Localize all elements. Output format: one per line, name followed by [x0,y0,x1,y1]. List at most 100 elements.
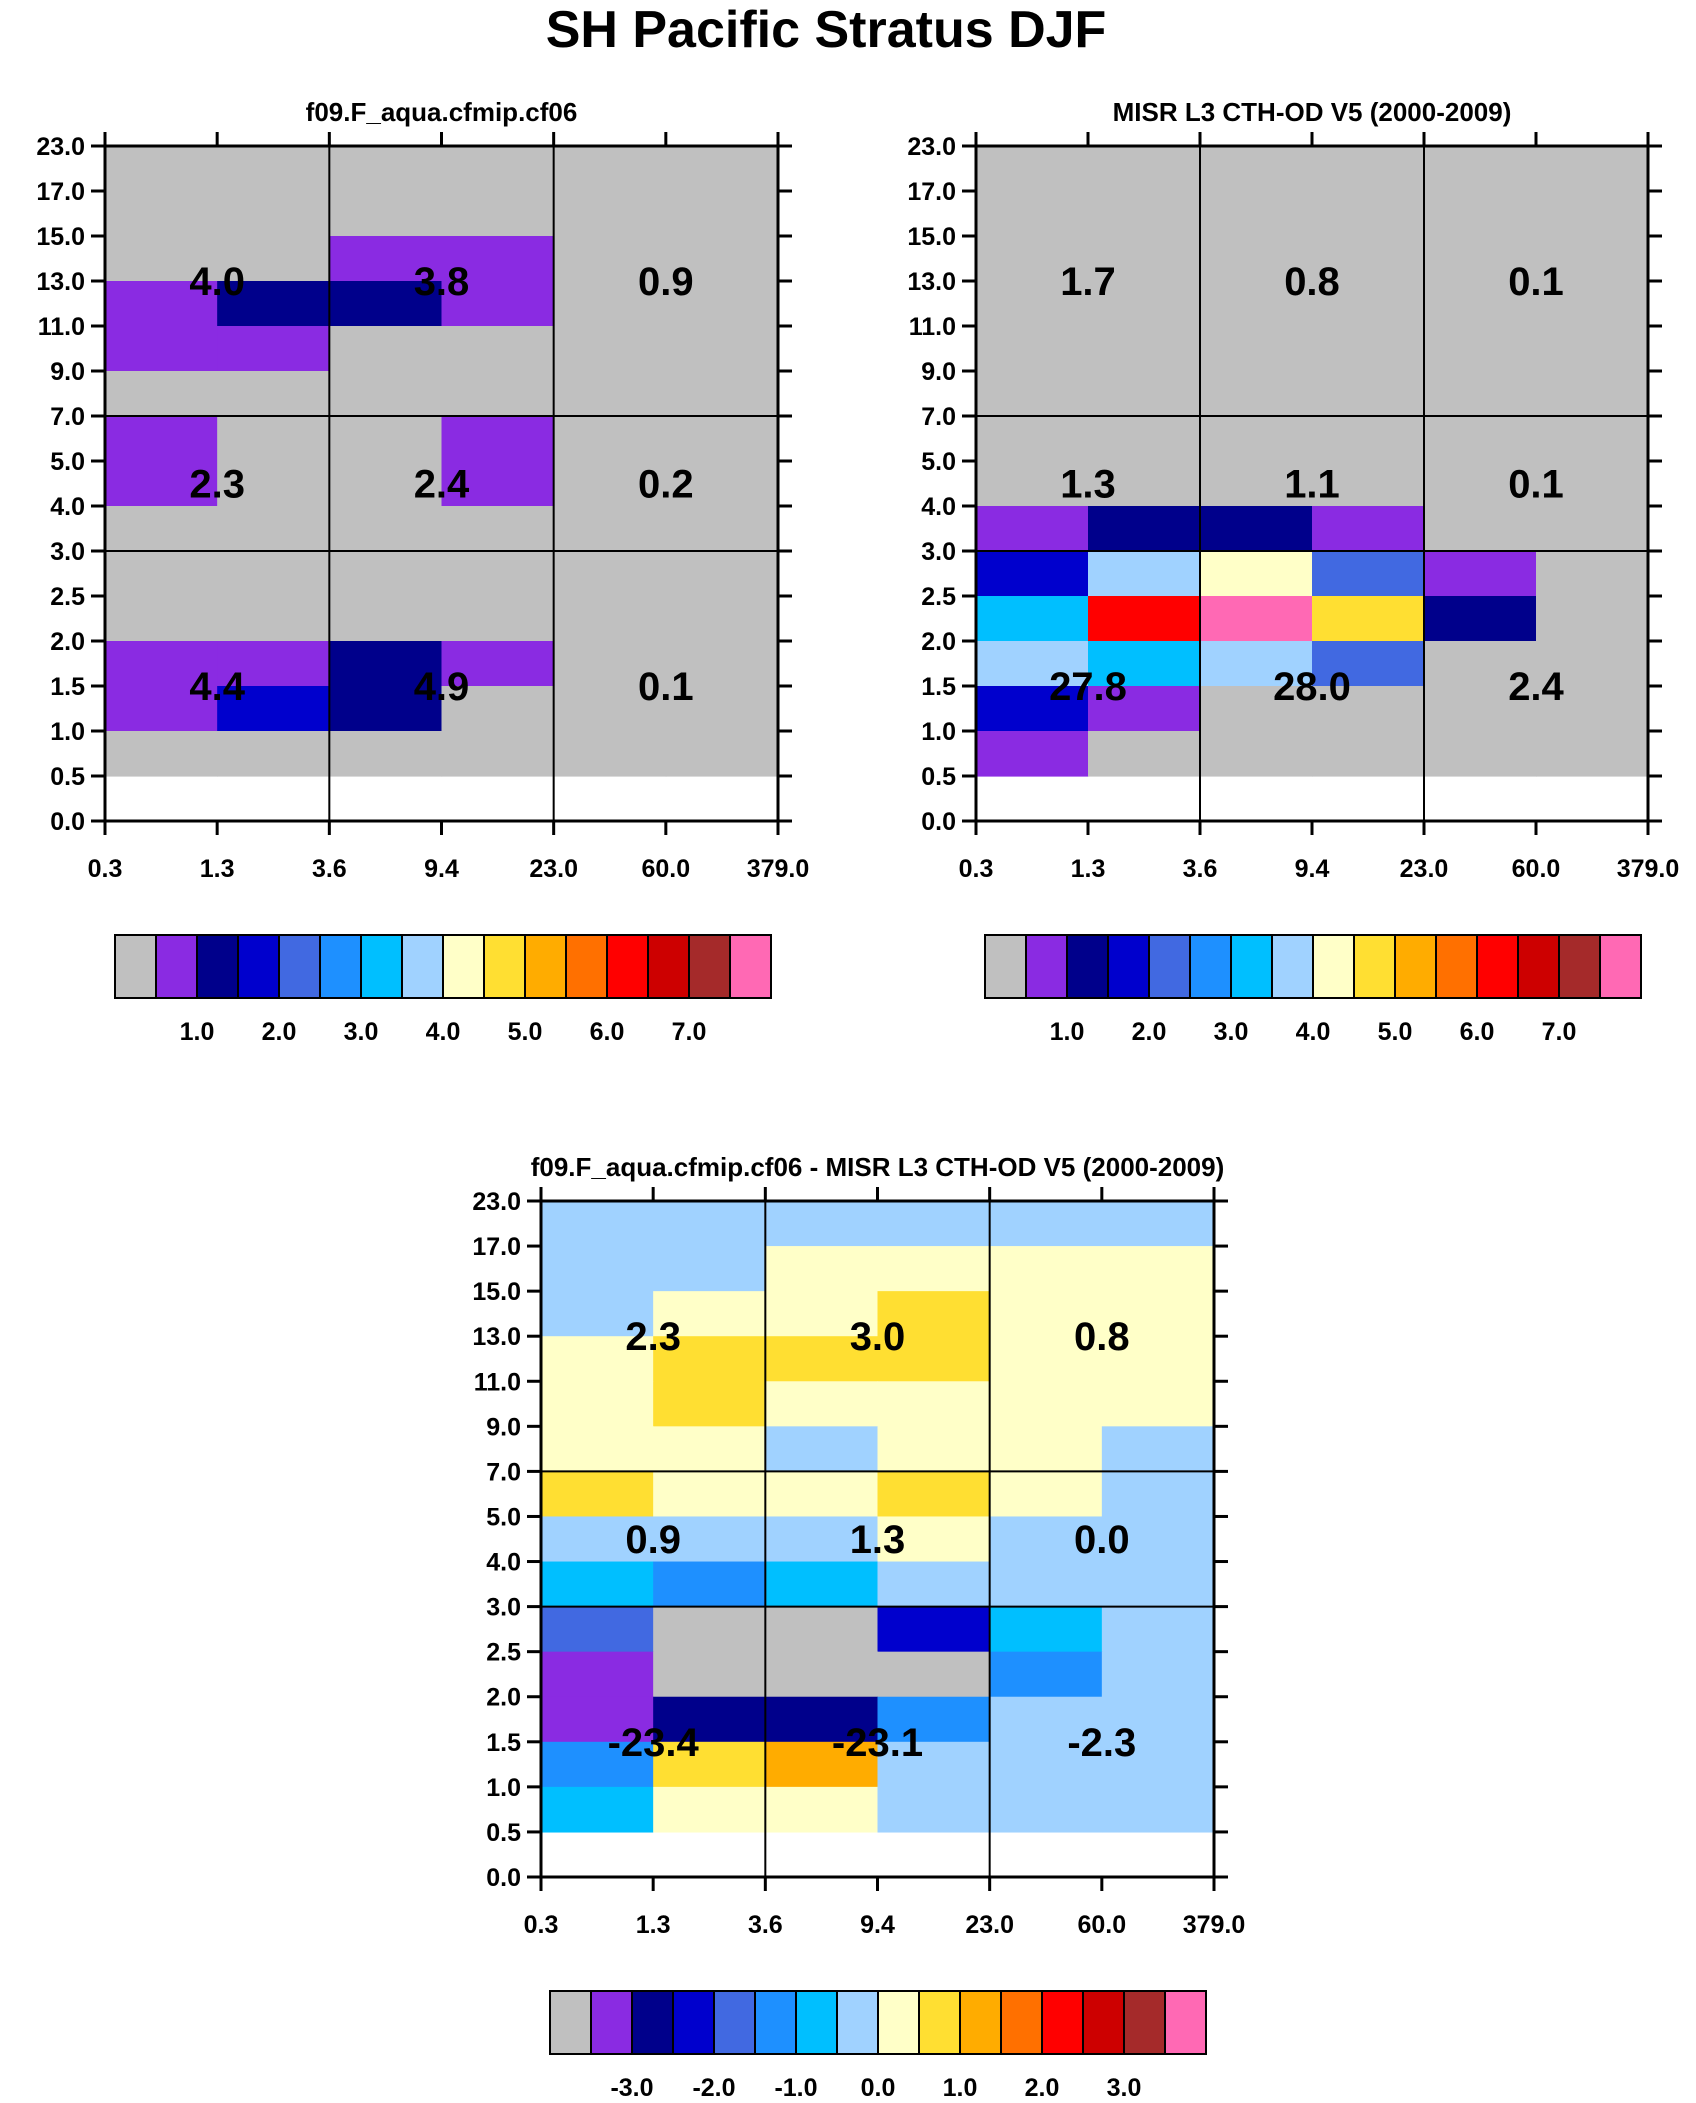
heatmap-cell [765,1246,879,1292]
heatmap-cell [1200,281,1313,327]
heatmap-cell [105,461,218,507]
y-tick-label: 11.0 [474,1368,521,1396]
heatmap-cell [1101,1201,1215,1247]
heatmap-cell [1200,731,1313,777]
heatmap-cell [653,1471,766,1518]
heatmap-cell [665,506,779,552]
colorbar-label: 1.0 [180,1018,215,1046]
colorbar-label: -2.0 [692,2074,735,2102]
heatmap-cell [1200,146,1313,192]
x-tick-label: 60.0 [1077,1911,1126,1939]
heatmap-cell [1088,416,1201,462]
heatmap-cell [217,326,330,372]
group-total-label: 0.9 [638,260,694,304]
colorbar-swatch [1435,934,1478,999]
heatmap-cell [1312,731,1425,777]
y-tick-label: 0.0 [486,1864,521,1892]
heatmap-cell [653,1606,766,1653]
group-total-label: 0.0 [1074,1518,1130,1562]
colorbar: 1.0 2.0 3.0 4.0 5.0 6.0 7.0 [984,934,1642,1046]
heatmap-cell [541,1651,654,1698]
heatmap-cell [553,281,667,327]
heatmap-cell [1536,506,1649,552]
heatmap-cell [329,641,443,687]
colorbar-swatch [754,1990,797,2055]
heatmap-cell [541,1426,654,1472]
heatmap-cell [1101,1246,1215,1292]
colorbar-swatch [1189,934,1232,999]
y-tick-label: 0.5 [921,763,956,791]
heatmap-cell [1424,191,1537,237]
heatmap-cells [105,146,779,777]
heatmap-cell [1200,506,1313,552]
heatmap-cell [877,1741,991,1788]
heatmap-cell [1536,641,1649,687]
heatmap-cell [765,1516,879,1563]
heatmap-cell [441,416,555,462]
colorbar-swatch [1599,934,1642,999]
heatmap-cell [217,191,330,237]
colorbar-swatch [1066,934,1109,999]
heatmap-cell [553,326,667,372]
heatmap-cell [1424,731,1537,777]
colorbar-swatch [590,1990,633,2055]
x-tick-label: 60.0 [1512,855,1561,883]
heatmap-cells [541,1201,1215,1833]
heatmap-cell [217,371,330,417]
group-total-label: 28.0 [1273,665,1351,709]
colorbar-swatch [1312,934,1355,999]
colorbar-swatch [483,934,526,999]
heatmap-cell [553,236,667,282]
y-tick-label: 9.0 [50,358,85,386]
heatmap-cell [653,1516,766,1563]
colorbar-swatch [319,934,362,999]
heatmap-cell [976,506,1089,552]
heatmap-cell [1088,641,1201,687]
heatmap-cell [1200,686,1313,732]
heatmap-cell [653,1786,766,1833]
panel-title: f09.F_aqua.cfmip.cf06 [306,97,578,127]
heatmap-cell [1200,461,1313,507]
heatmap-cell [105,686,218,732]
heatmap-cell [665,326,779,372]
heatmap-cell [653,1201,766,1247]
x-tick-label: 0.3 [959,855,994,883]
heatmap-cell [1424,236,1537,282]
heatmap-cell [217,641,330,687]
group-total-label: 0.1 [1508,260,1564,304]
heatmap-cell [553,731,667,777]
colorbar-swatch [360,934,403,999]
heatmap-cell [1312,371,1425,417]
heatmap-cell [765,1426,879,1472]
heatmap-cell [976,686,1089,732]
chart-panel-1: f09.F_aqua.cfmip.cf06 0.0 0.5 1.0 1.5 2.0 2.5 3… [36,97,809,1046]
heatmap-cell [1200,416,1313,462]
heatmap-cell [665,236,779,282]
y-tick-label: 4.0 [921,493,956,521]
heatmap-cell [1312,551,1425,597]
heatmap-cell [877,1426,991,1472]
y-tick-label: 5.0 [50,448,85,476]
colorbar-swatch [1025,934,1068,999]
heatmap-cell [1536,731,1649,777]
heatmap-cell [765,1381,879,1427]
page-title: SH Pacific Stratus DJF [546,1,1107,59]
group-total-label: 2.3 [189,463,245,507]
heatmap-cell [553,641,667,687]
y-tick-label: 0.0 [921,808,956,836]
heatmap-cell [553,191,667,237]
heatmap-cell [329,326,443,372]
colorbar-label: 2.0 [1025,2074,1060,2102]
y-tick-label: 7.0 [921,403,956,431]
heatmap-cell [1424,641,1537,687]
heatmap-cell [653,1246,766,1292]
y-tick-label: 0.0 [50,808,85,836]
colorbar-swatch [1148,934,1191,999]
x-tick-label: 9.4 [1295,855,1330,883]
heatmap-cell [105,281,218,327]
heatmap-cell [541,1786,654,1833]
colorbar: -3.0 -2.0 -1.0 0.0 1.0 2.0 3.0 [549,1990,1207,2102]
heatmap-cell [989,1381,1103,1427]
heatmap-cell [1088,326,1201,372]
colorbar-swatch [647,934,690,999]
